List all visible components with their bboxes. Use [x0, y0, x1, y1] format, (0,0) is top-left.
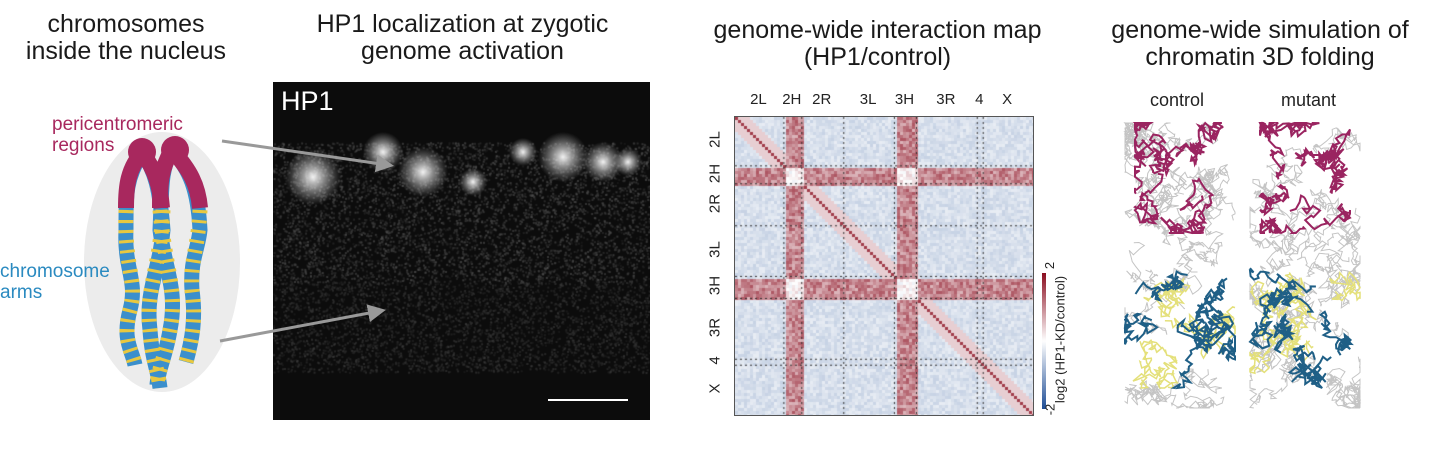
chromatin-other-mutant: [1344, 356, 1362, 409]
pericentromere-circle: [161, 136, 189, 164]
condition-label-mutant: mutant: [1281, 90, 1337, 110]
segment-label-top: 2L: [750, 91, 767, 108]
chromatin-other-mutant: [1296, 231, 1361, 285]
segment-label-left: 2R: [706, 193, 724, 213]
chromatin-arm-yellow-mutant: [1249, 334, 1314, 375]
chromatin-other-control: [1172, 223, 1223, 268]
chromosome-arms-label: chromosome arms: [0, 261, 110, 303]
chromatin-arm-yellow-control: [1132, 339, 1166, 389]
chromatin-arm-yellow-control: [1147, 340, 1179, 389]
segment-label-top: 2H: [782, 91, 802, 108]
simulation-panel-title: genome-wide simulation of chromatin 3D f…: [1111, 16, 1409, 71]
chromatin-other-mutant: [1309, 189, 1346, 227]
chromatin-other-control: [1142, 199, 1211, 237]
chromatin-arm-yellow-control: [1154, 285, 1179, 318]
segment-label-left: 3R: [706, 317, 724, 337]
pericentromere-circle: [128, 138, 156, 166]
chromatin-pericentromeric-control: [1133, 139, 1156, 195]
segment-label-left: 3L: [706, 241, 724, 258]
chromatin-other-control: [1179, 166, 1215, 203]
arrow-to-pericentromere: [221, 139, 394, 173]
chromatin-arm-yellow-mutant: [1279, 303, 1311, 359]
chromatin-pericentromeric-mutant: [1258, 121, 1286, 180]
pericentromeric-label: pericentromeric regions: [52, 114, 183, 156]
chromatin-other-control: [1126, 241, 1163, 299]
segment-label-top: 3H: [894, 91, 915, 108]
chromatin-other-mutant: [1248, 304, 1294, 405]
chromatin-pericentromeric-mutant: [1329, 158, 1349, 194]
pointer-arrows: [219, 139, 394, 343]
chromosome-bands: [118, 209, 208, 390]
chromatin-other-mutant: [1326, 367, 1358, 407]
segment-label-left: 2L: [706, 131, 724, 149]
chromatin-other-mutant: [1249, 333, 1282, 373]
chromatin-other-mutant: [1290, 214, 1361, 246]
chromatin-pericentromeric-mutant: [1267, 121, 1320, 139]
interaction-heatmap: [734, 116, 1034, 416]
chromatin-arm-blue-control: [1210, 315, 1237, 363]
chromatin-arm-blue-control: [1200, 305, 1232, 339]
segment-label-left: 2H: [706, 163, 724, 183]
chromatin-pericentromeric-control: [1133, 172, 1164, 225]
chromatin-other-control: [1124, 157, 1220, 193]
chromatin-pericentromeric-mutant: [1294, 142, 1343, 169]
chromatin-arm-blue-control: [1195, 277, 1228, 322]
chromatin-arm-blue-mutant: [1291, 344, 1327, 389]
segment-label-left: X: [706, 383, 724, 394]
chromatin-arm-blue-mutant: [1248, 293, 1275, 350]
chromatin-other-mutant: [1249, 226, 1295, 288]
chromatin-pericentromeric-mutant: [1289, 194, 1352, 231]
hp1-stain-label: HP1: [281, 86, 334, 116]
chromatin-other-control: [1136, 175, 1172, 246]
chromatin-pericentromeric-control: [1164, 141, 1208, 168]
segment-label-top: 4: [975, 91, 984, 108]
microscopy-panel-title: HP1 localization at zygotic genome activ…: [316, 10, 609, 65]
chromatin-pericentromeric-control: [1148, 133, 1174, 178]
segment-label-top: 3R: [936, 91, 956, 108]
chromatin-arm-blue-control: [1134, 269, 1188, 303]
chromatin-arm-blue-mutant: [1269, 280, 1316, 313]
segment-label-top: 3L: [859, 91, 877, 108]
arrow-to-arms: [219, 304, 386, 343]
chromatin-other-control: [1176, 197, 1224, 268]
chromatin-simulations: [1123, 121, 1362, 409]
hp1-microscopy-image: [273, 82, 650, 420]
chromatin-arm-blue-mutant: [1273, 313, 1296, 354]
chromatin-pericentromeric-mutant: [1259, 216, 1307, 235]
segment-label-left: 3H: [706, 276, 724, 296]
chromatin-pericentromeric-control: [1194, 121, 1224, 149]
chromatin-other-control: [1124, 380, 1207, 409]
chromatin-pericentromeric-control: [1179, 177, 1215, 234]
chromatin-pericentromeric-control: [1159, 216, 1202, 235]
segment-label-top: X: [1002, 91, 1013, 108]
chromatin-arm-blue-control: [1170, 317, 1213, 390]
chromatin-other-control: [1192, 164, 1230, 196]
colorbar: [1042, 273, 1046, 409]
nucleus-panel-title: chromosomes inside the nucleus: [25, 10, 227, 65]
chromatin-other-control: [1133, 168, 1185, 216]
chromatin-arm-yellow-mutant: [1328, 270, 1361, 302]
chromatin-pericentromeric-control: [1132, 122, 1156, 149]
segment-label-top: 2R: [812, 91, 832, 108]
chromatin-other-control: [1124, 369, 1223, 405]
segment-label-left: 4: [706, 356, 724, 365]
colorbar-label: log2 (HP1-KD/control): [1052, 275, 1068, 404]
chromatin-arm-blue-mutant: [1318, 310, 1354, 356]
nucleus-diagram: [84, 132, 240, 392]
chromatin-arm-yellow-mutant: [1276, 272, 1306, 319]
interaction-map-title: genome-wide interaction map (HP1/control…: [713, 16, 1042, 71]
chromatin-other-mutant: [1327, 207, 1361, 291]
chromatin-arm-blue-control: [1123, 312, 1159, 345]
chromatin-pericentromeric-mutant: [1258, 183, 1290, 217]
scale-bar: [548, 399, 628, 401]
chromatin-other-mutant: [1259, 236, 1350, 277]
condition-label-control: control: [1150, 90, 1205, 110]
chromatin-other-mutant: [1314, 252, 1357, 309]
chromatin-other-mutant: [1249, 205, 1316, 249]
